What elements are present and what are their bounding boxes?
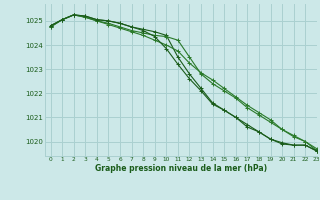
X-axis label: Graphe pression niveau de la mer (hPa): Graphe pression niveau de la mer (hPa) bbox=[95, 164, 267, 173]
